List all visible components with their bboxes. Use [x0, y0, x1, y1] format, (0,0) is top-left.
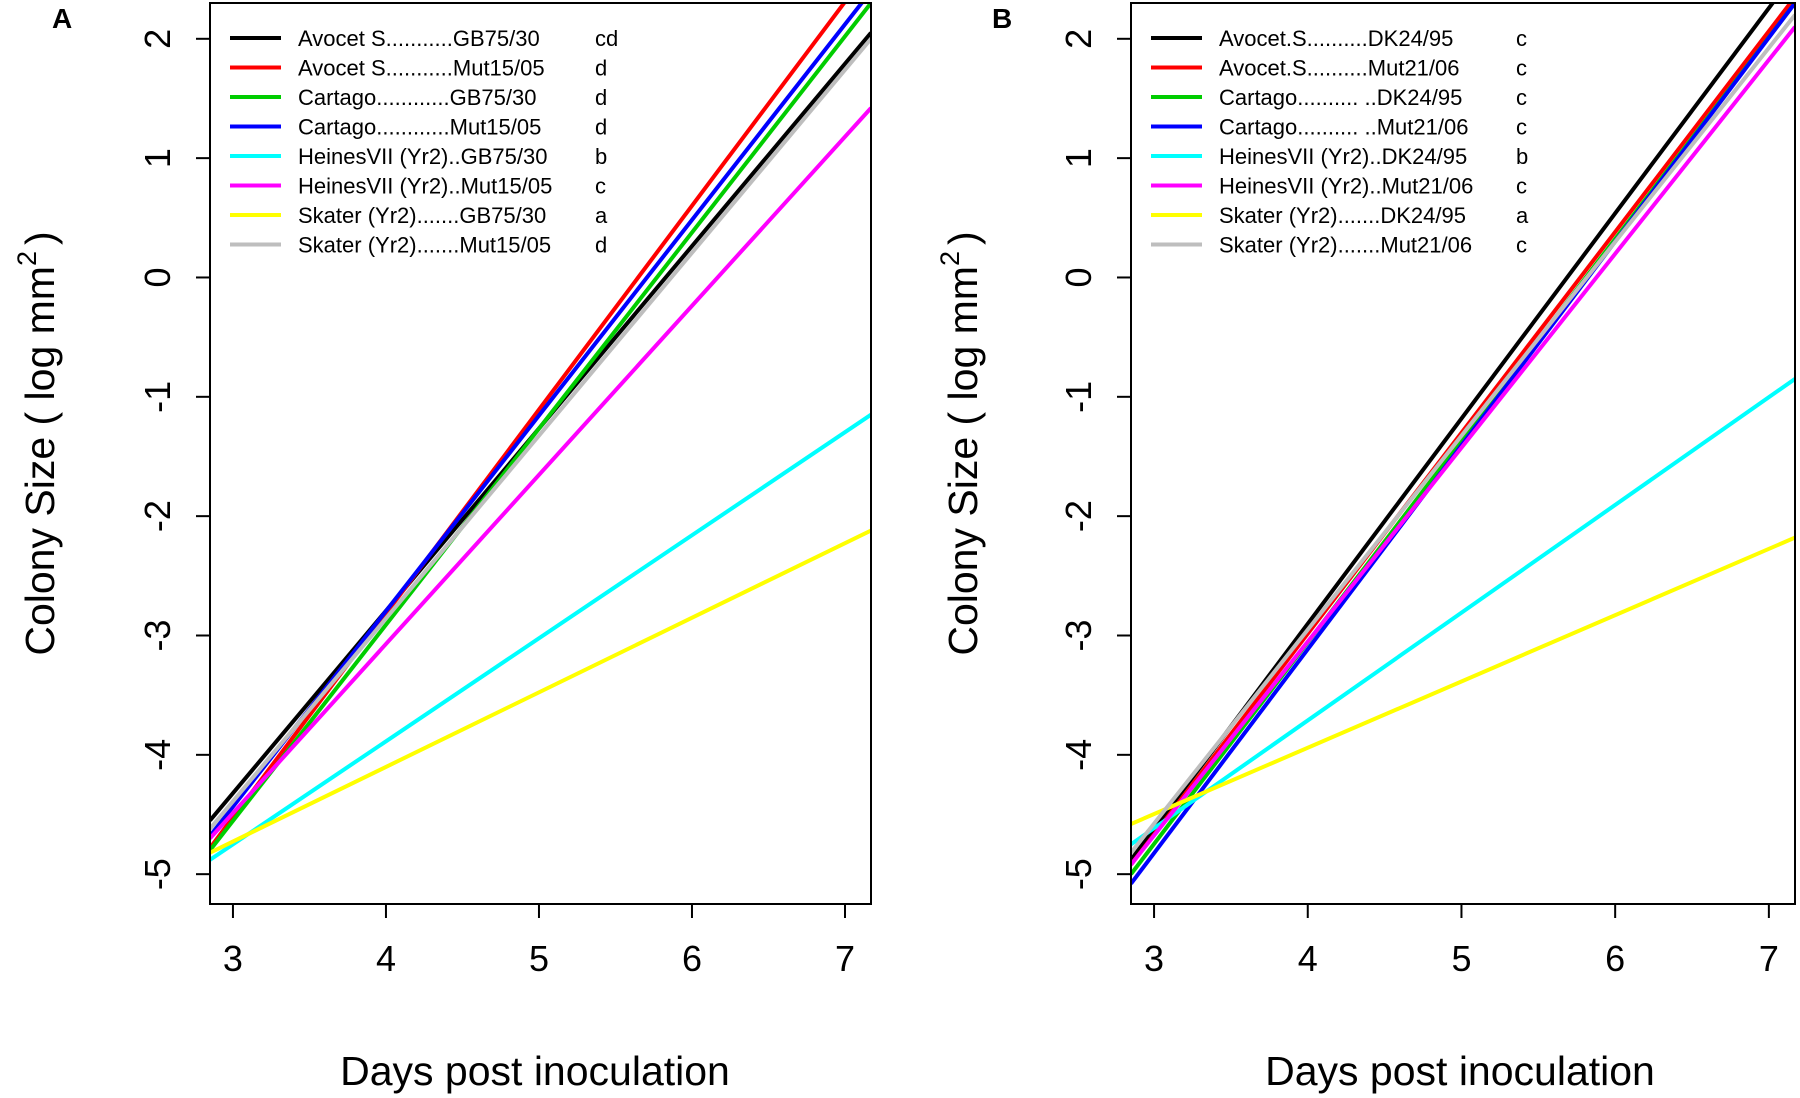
y-tick-label: 1: [137, 148, 178, 168]
legend-entry: Avocet.S..........Mut21/06: [1219, 56, 1460, 81]
y-axis-title-main: Colony Size ( log mm: [17, 266, 63, 656]
series-line-1: [210, 3, 847, 850]
y-tick-label: -5: [1058, 858, 1099, 890]
x-axis-title: Days post inoculation: [1265, 1048, 1655, 1094]
series-line-6: [210, 528, 871, 855]
y-axis-title-superscript: 2: [935, 251, 965, 266]
panel-a: A 3 4 5 6 7 -5 -4 -3 -2 -1 0 1 2 Days post inoculation…: [12, 2, 872, 1094]
y-tick-label: -1: [1058, 381, 1099, 413]
legend-group-letter: c: [1516, 85, 1527, 110]
series-line-6: [1131, 535, 1795, 826]
y-tick-label: -5: [137, 858, 178, 890]
legend-group-letter: d: [595, 115, 607, 140]
y-tick-label: 1: [1058, 148, 1099, 168]
legend-group-letter: c: [1516, 174, 1527, 199]
x-tick-label: 5: [529, 938, 549, 979]
x-tick-label: 5: [1451, 938, 1471, 979]
y-tick-label: -4: [137, 739, 178, 771]
y-tick-label: -2: [1058, 500, 1099, 532]
series-line-7: [210, 37, 871, 831]
x-tick-label: 4: [376, 938, 396, 979]
y-axis-title: Colony Size ( log mm2): [935, 231, 986, 655]
x-tick-label: 4: [1298, 938, 1318, 979]
panel-label: B: [992, 3, 1012, 34]
legend-group-letter: d: [595, 233, 607, 258]
legend-group-letter: c: [1516, 115, 1527, 140]
series-line-5: [210, 106, 871, 840]
legend-entry: Cartago............Mut15/05: [298, 115, 541, 140]
y-tick-label: 2: [137, 29, 178, 49]
x-tick-label: 3: [223, 938, 243, 979]
legend-entry: Skater (Yr2).......DK24/95: [1219, 203, 1466, 228]
legend-entry: HeinesVII (Yr2)..DK24/95: [1219, 144, 1467, 169]
series-lines: [1131, 3, 1795, 885]
legend-group-letter: cd: [595, 26, 618, 51]
legend: Avocet.S..........DK24/95 c Avocet.S......…: [1151, 26, 1529, 258]
legend-entry: Cartago.......... ..DK24/95: [1219, 85, 1462, 110]
legend-entry: Avocet S...........Mut15/05: [298, 56, 545, 81]
panel-label: A: [52, 3, 72, 34]
y-axis-title-superscript: 2: [12, 251, 42, 266]
y-axis-title: Colony Size ( log mm2): [12, 231, 63, 655]
plot-frame: [209, 2, 872, 905]
legend-entry: HeinesVII (Yr2)..Mut21/06: [1219, 174, 1473, 199]
legend-group-letter: d: [595, 56, 607, 81]
x-axis-title: Days post inoculation: [340, 1048, 730, 1094]
legend-group-letter: a: [1516, 203, 1529, 228]
legend-group-letter: c: [1516, 56, 1527, 81]
legend-entry: Skater (Yr2).......GB75/30: [298, 203, 546, 228]
x-tick-label: 3: [1144, 938, 1164, 979]
series-line-4: [210, 413, 871, 862]
y-axis-title-main: Colony Size ( log mm: [940, 266, 986, 656]
y-tick-label: -3: [137, 619, 178, 651]
y-tick-label: -4: [1058, 739, 1099, 771]
y-axis-title-close: ): [17, 231, 63, 245]
legend-entry: Avocet S...........GB75/30: [298, 26, 540, 51]
series-line-2: [210, 3, 871, 852]
series-line-7: [1131, 13, 1795, 854]
plot-frame: [1130, 2, 1796, 905]
y-tick-label: 0: [137, 267, 178, 287]
panel-b: B 3 4 5 6 7 -5 -4 -3 -2 -1 0 1 2 Days post inoculation…: [935, 2, 1796, 1094]
legend-entry: Skater (Yr2).......Mut15/05: [298, 233, 551, 258]
y-tick-label: -2: [137, 500, 178, 532]
x-tick-label: 6: [1605, 938, 1625, 979]
y-tick-label: 2: [1058, 29, 1099, 49]
y-axis-title-close: ): [940, 231, 986, 245]
legend-entry: Cartago............GB75/30: [298, 85, 536, 110]
series-line-4: [1131, 377, 1795, 846]
legend-entry: Skater (Yr2).......Mut21/06: [1219, 233, 1472, 258]
y-tick-label: -3: [1058, 619, 1099, 651]
x-tick-label: 7: [835, 938, 855, 979]
y-tick-label: 0: [1058, 267, 1099, 287]
legend-group-letter: b: [1516, 144, 1528, 169]
y-tick-label: -1: [137, 381, 178, 413]
legend-entry: HeinesVII (Yr2)..Mut15/05: [298, 174, 552, 199]
series-lines: [210, 3, 871, 862]
x-tick-label: 6: [682, 938, 702, 979]
legend-entry: Avocet.S..........DK24/95: [1219, 26, 1453, 51]
legend-entry: HeinesVII (Yr2)..GB75/30: [298, 144, 547, 169]
legend-group-letter: c: [1516, 233, 1527, 258]
legend-entry: Cartago.......... ..Mut21/06: [1219, 115, 1468, 140]
legend-group-letter: c: [1516, 26, 1527, 51]
x-tick-label: 7: [1759, 938, 1779, 979]
legend-group-letter: c: [595, 174, 606, 199]
legend-group-letter: a: [595, 203, 608, 228]
legend-group-letter: d: [595, 85, 607, 110]
series-line-5: [1131, 25, 1795, 866]
legend-group-letter: b: [595, 144, 607, 169]
